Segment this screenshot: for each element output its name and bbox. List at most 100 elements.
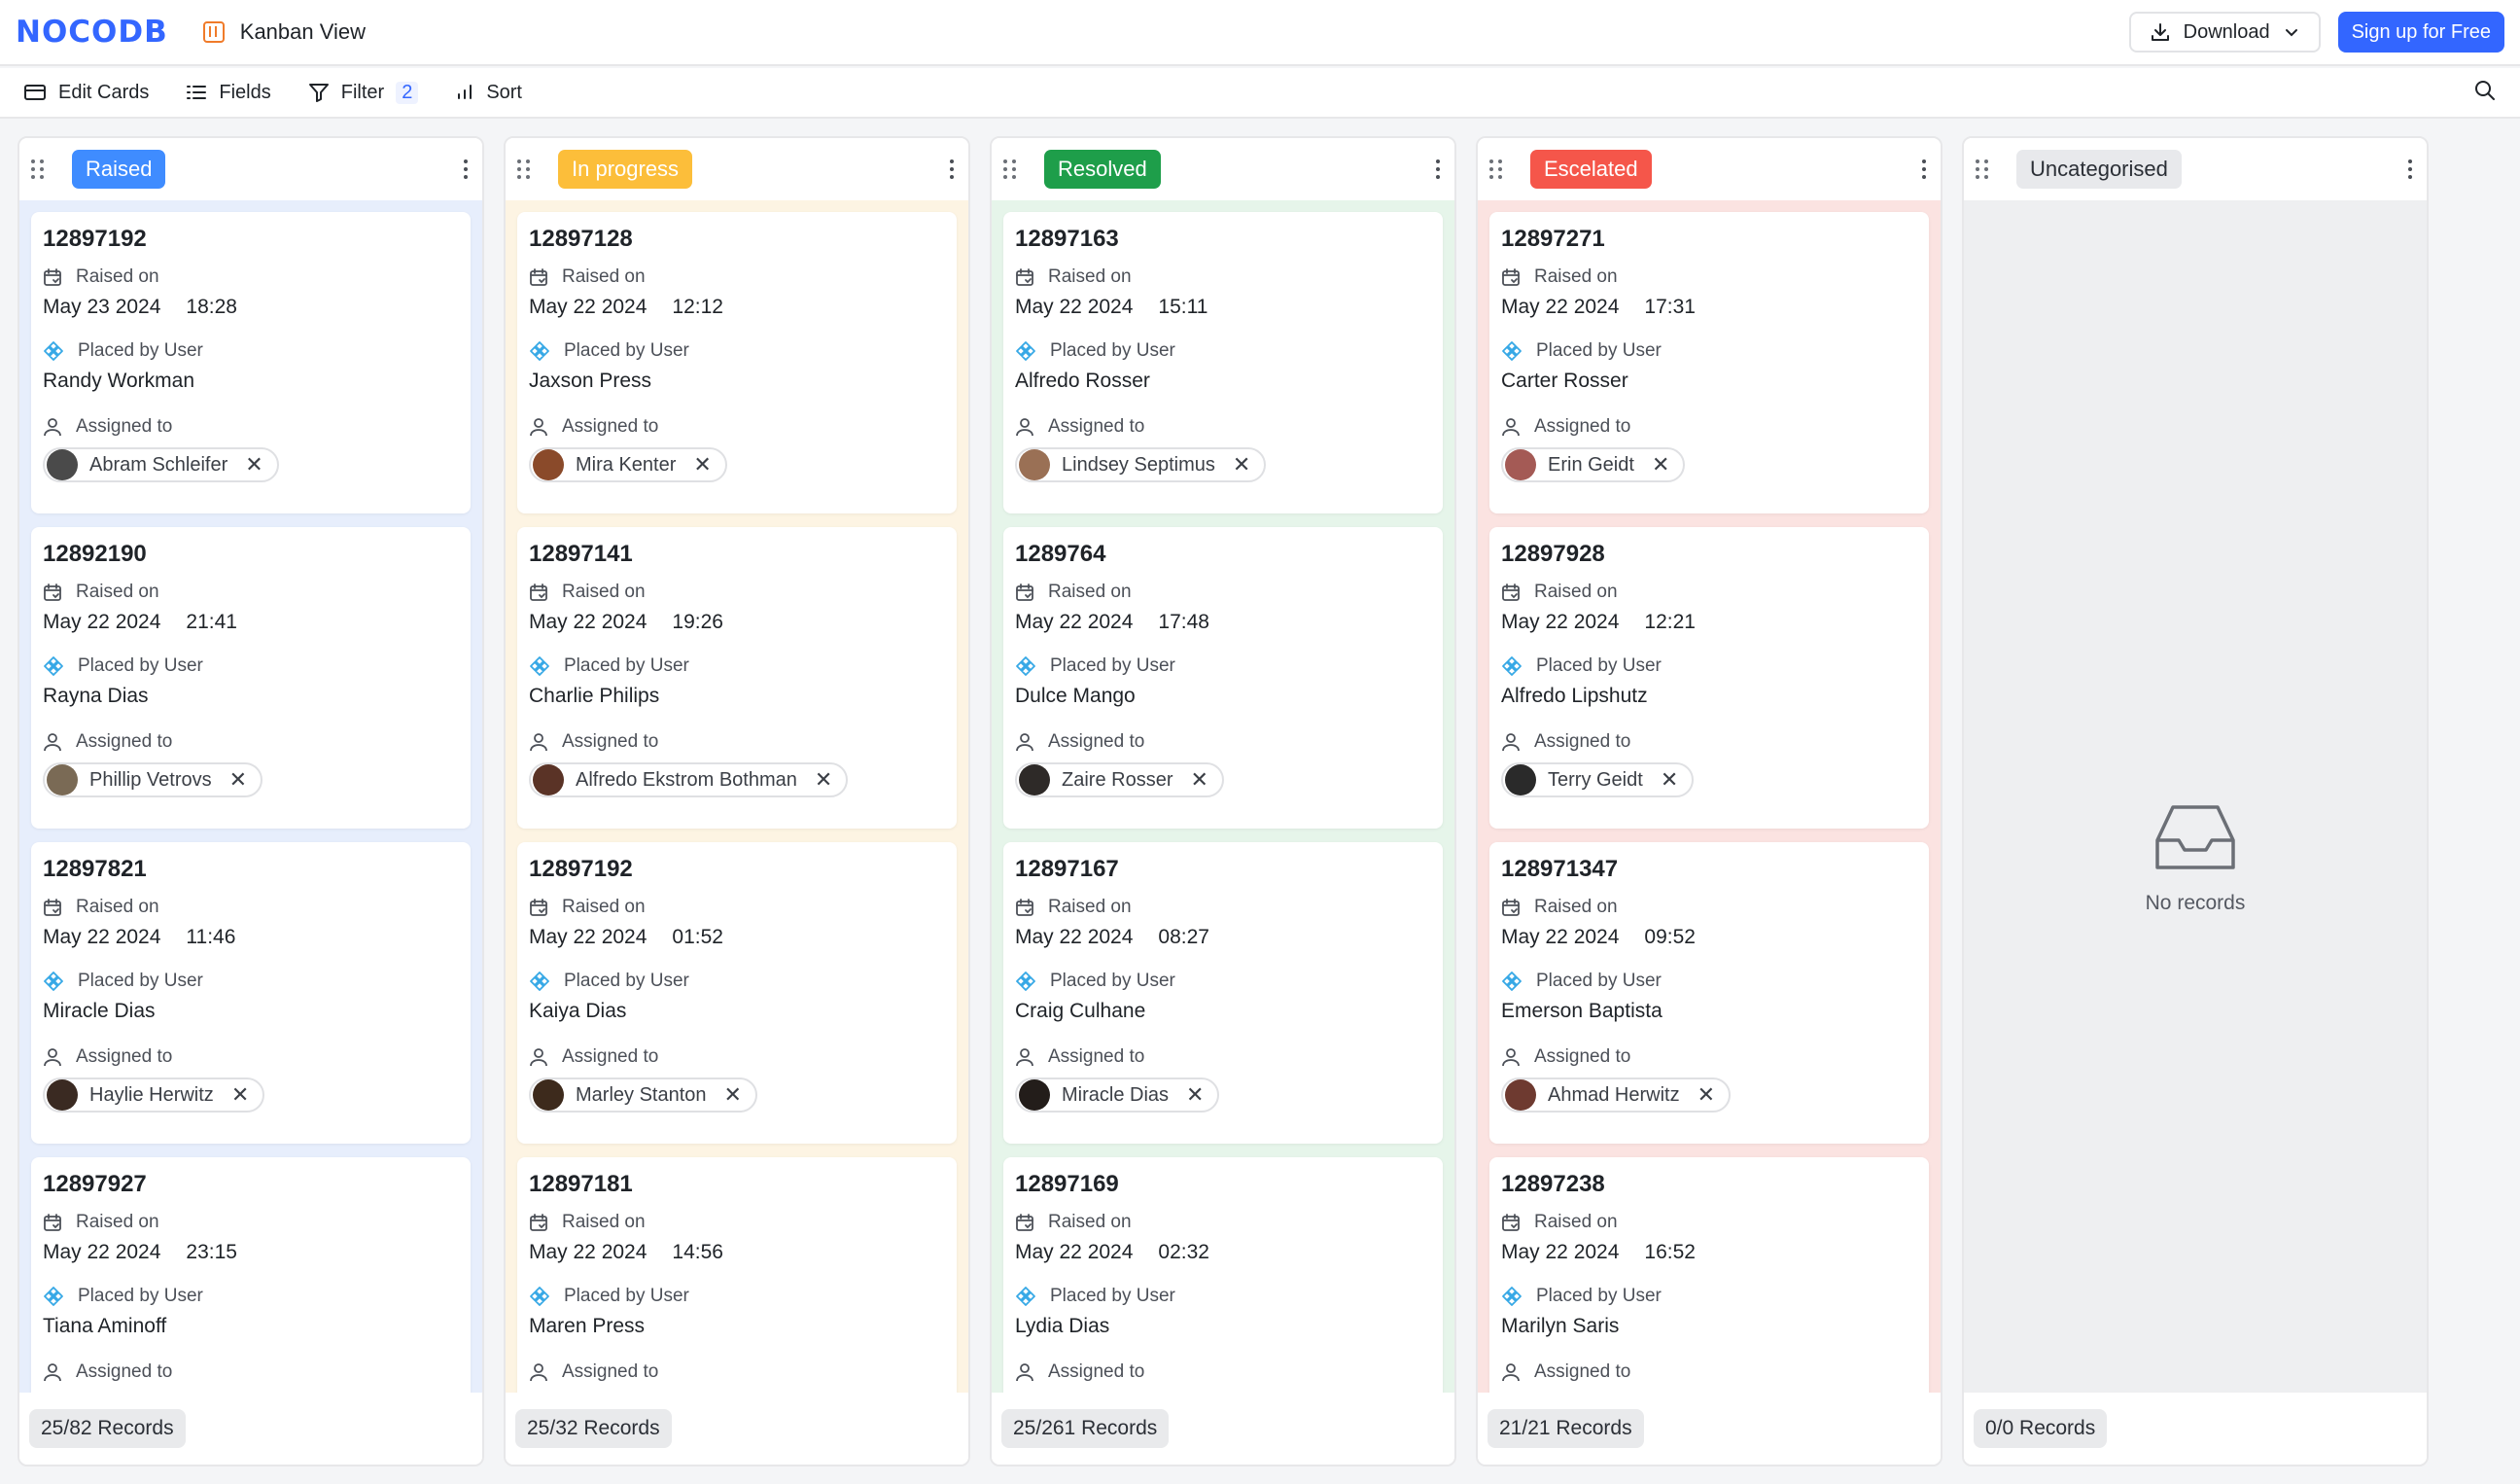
assignee-chip[interactable]: Erin Geidt ✕ (1501, 447, 1686, 482)
kanban-card[interactable]: 12897238 Raised on May 22 2024 16:52 Pla… (1489, 1157, 1929, 1395)
assignee-name: Erin Geidt (1548, 453, 1634, 476)
placed-by-value: Charlie Philips (529, 685, 660, 707)
remove-assignee-icon[interactable]: ✕ (228, 767, 248, 792)
remove-assignee-icon[interactable]: ✕ (693, 452, 712, 477)
raised-date: May 22 2024 (43, 611, 161, 633)
avatar (1019, 764, 1050, 795)
kanban-column-escelated: Escelated 12897271 Raised on May 22 2024… (1476, 136, 1942, 1466)
assignee-chip[interactable]: Abram Schleifer ✕ (43, 447, 279, 482)
kanban-card[interactable]: 12897181 Raised on May 22 2024 14:56 Pla… (517, 1157, 957, 1395)
remove-assignee-icon[interactable]: ✕ (1660, 767, 1679, 792)
drag-handle-icon[interactable] (517, 159, 535, 180)
kanban-card[interactable]: 12897271 Raised on May 22 2024 17:31 Pla… (1489, 212, 1929, 513)
placed-by-label: Placed by User (1501, 655, 1917, 677)
raised-on-text: Raised on (562, 266, 646, 287)
fields-button[interactable]: Fields (186, 82, 271, 104)
kanban-column-resolved: Resolved 12897163 Raised on May 22 2024 … (990, 136, 1456, 1466)
assignee-chip[interactable]: Phillip Vetrovs ✕ (43, 762, 263, 797)
link-icon (1016, 656, 1035, 676)
drag-handle-icon[interactable] (31, 159, 49, 180)
raised-time: 08:27 (1158, 926, 1209, 948)
kanban-card[interactable]: 12897192 Raised on May 23 2024 18:28 Pla… (31, 212, 471, 513)
empty-state: No records (1964, 803, 2427, 915)
assignee-chip[interactable]: Ahmad Herwitz ✕ (1501, 1078, 1732, 1113)
raised-date: May 22 2024 (43, 1241, 161, 1263)
column-footer: 25/261 Records (992, 1393, 1454, 1465)
assignee-chip[interactable]: Zaire Rosser ✕ (1015, 762, 1224, 797)
card-id: 12897167 (1015, 856, 1119, 882)
remove-assignee-icon[interactable]: ✕ (1232, 452, 1251, 477)
kanban-card[interactable]: 12897927 Raised on May 22 2024 23:15 Pla… (31, 1157, 471, 1395)
placed-by-value: Maren Press (529, 1315, 646, 1337)
kanban-view-icon (202, 21, 225, 43)
nocodb-logo[interactable]: NOCODB (16, 15, 168, 50)
assigned-to-text: Assigned to (1534, 1046, 1631, 1067)
filter-icon (308, 84, 329, 102)
drag-handle-icon[interactable] (1489, 159, 1507, 180)
assignee-name: Miracle Dias (1062, 1083, 1170, 1106)
kanban-card[interactable]: 12897167 Raised on May 22 2024 08:27 Pla… (1003, 842, 1443, 1144)
card-id: 12897163 (1015, 226, 1119, 252)
remove-assignee-icon[interactable]: ✕ (723, 1082, 742, 1107)
view-title: Kanban View (239, 19, 367, 44)
kanban-card[interactable]: 1289764 Raised on May 22 2024 17:48 Plac… (1003, 527, 1443, 829)
assignee-chip[interactable]: Marley Stanton ✕ (529, 1078, 757, 1113)
assigned-to-label: Assigned to (43, 731, 459, 753)
column-menu-icon[interactable] (463, 159, 469, 180)
edit-cards-label: Edit Cards (58, 81, 150, 103)
record-count: 25/82 Records (29, 1409, 186, 1448)
drag-handle-icon[interactable] (1003, 159, 1021, 180)
kanban-card[interactable]: 128971347 Raised on May 22 2024 09:52 Pl… (1489, 842, 1929, 1144)
remove-assignee-icon[interactable]: ✕ (1651, 452, 1670, 477)
raised-on-text: Raised on (1534, 1212, 1618, 1232)
kanban-card[interactable]: 12892190 Raised on May 22 2024 21:41 Pla… (31, 527, 471, 829)
kanban-card[interactable]: 12897128 Raised on May 22 2024 12:12 Pla… (517, 212, 957, 513)
column-menu-icon[interactable] (1435, 159, 1441, 180)
assigned-to-label: Assigned to (1015, 1046, 1431, 1068)
search-button[interactable] (2473, 79, 2497, 107)
column-menu-icon[interactable] (949, 159, 955, 180)
remove-assignee-icon[interactable]: ✕ (1186, 1082, 1205, 1107)
raised-on-value: May 22 2024 23:15 (43, 1241, 459, 1264)
assignee-chip[interactable]: Lindsey Septimus ✕ (1015, 447, 1267, 482)
placed-by-label: Placed by User (1015, 655, 1431, 677)
assignee-chip[interactable]: Terry Geidt ✕ (1501, 762, 1695, 797)
raised-on-value: May 22 2024 02:32 (1015, 1241, 1431, 1264)
signup-button[interactable]: Sign up for Free (2337, 12, 2504, 53)
raised-on-value: May 22 2024 19:26 (529, 611, 945, 634)
kanban-card[interactable]: 12897821 Raised on May 22 2024 11:46 Pla… (31, 842, 471, 1144)
raised-on-text: Raised on (1048, 266, 1132, 287)
remove-assignee-icon[interactable]: ✕ (245, 452, 263, 477)
filter-label: Filter (340, 81, 385, 103)
kanban-card[interactable]: 12897141 Raised on May 22 2024 19:26 Pla… (517, 527, 957, 829)
raised-on-text: Raised on (1048, 897, 1132, 917)
assignee-chip[interactable]: Alfredo Ekstrom Bothman ✕ (529, 762, 849, 797)
assignee-chip[interactable]: Miracle Dias ✕ (1015, 1078, 1220, 1113)
placed-by-text: Placed by User (1536, 655, 1662, 676)
drag-handle-icon[interactable] (1976, 159, 1993, 180)
kanban-card[interactable]: 12897169 Raised on May 22 2024 02:32 Pla… (1003, 1157, 1443, 1395)
remove-assignee-icon[interactable]: ✕ (814, 767, 833, 792)
raised-date: May 22 2024 (43, 926, 161, 948)
raised-date: May 22 2024 (1015, 926, 1134, 948)
column-menu-icon[interactable] (2407, 159, 2413, 180)
kanban-card[interactable]: 12897928 Raised on May 22 2024 12:21 Pla… (1489, 527, 1929, 829)
remove-assignee-icon[interactable]: ✕ (1190, 767, 1208, 792)
assigned-to-text: Assigned to (1048, 731, 1145, 752)
sort-button[interactable]: Sort (455, 82, 522, 104)
kanban-card[interactable]: 12897192 Raised on May 22 2024 01:52 Pla… (517, 842, 957, 1144)
column-menu-icon[interactable] (1921, 159, 1927, 180)
remove-assignee-icon[interactable]: ✕ (230, 1082, 250, 1107)
remove-assignee-icon[interactable]: ✕ (1697, 1082, 1716, 1107)
raised-on-label: Raised on (43, 1212, 459, 1233)
filter-button[interactable]: Filter 2 (308, 81, 419, 104)
assignee-chip[interactable]: Mira Kenter ✕ (529, 447, 727, 482)
placed-by-value: Rayna Dias (43, 685, 149, 707)
edit-cards-button[interactable]: Edit Cards (23, 82, 149, 104)
raised-date: May 22 2024 (529, 611, 648, 633)
assignee-chip[interactable]: Haylie Herwitz ✕ (43, 1078, 265, 1113)
raised-on-value: May 22 2024 09:52 (1501, 926, 1917, 949)
download-button[interactable]: Download (2128, 12, 2321, 53)
kanban-card[interactable]: 12897163 Raised on May 22 2024 15:11 Pla… (1003, 212, 1443, 513)
raised-time: 21:41 (186, 611, 237, 633)
